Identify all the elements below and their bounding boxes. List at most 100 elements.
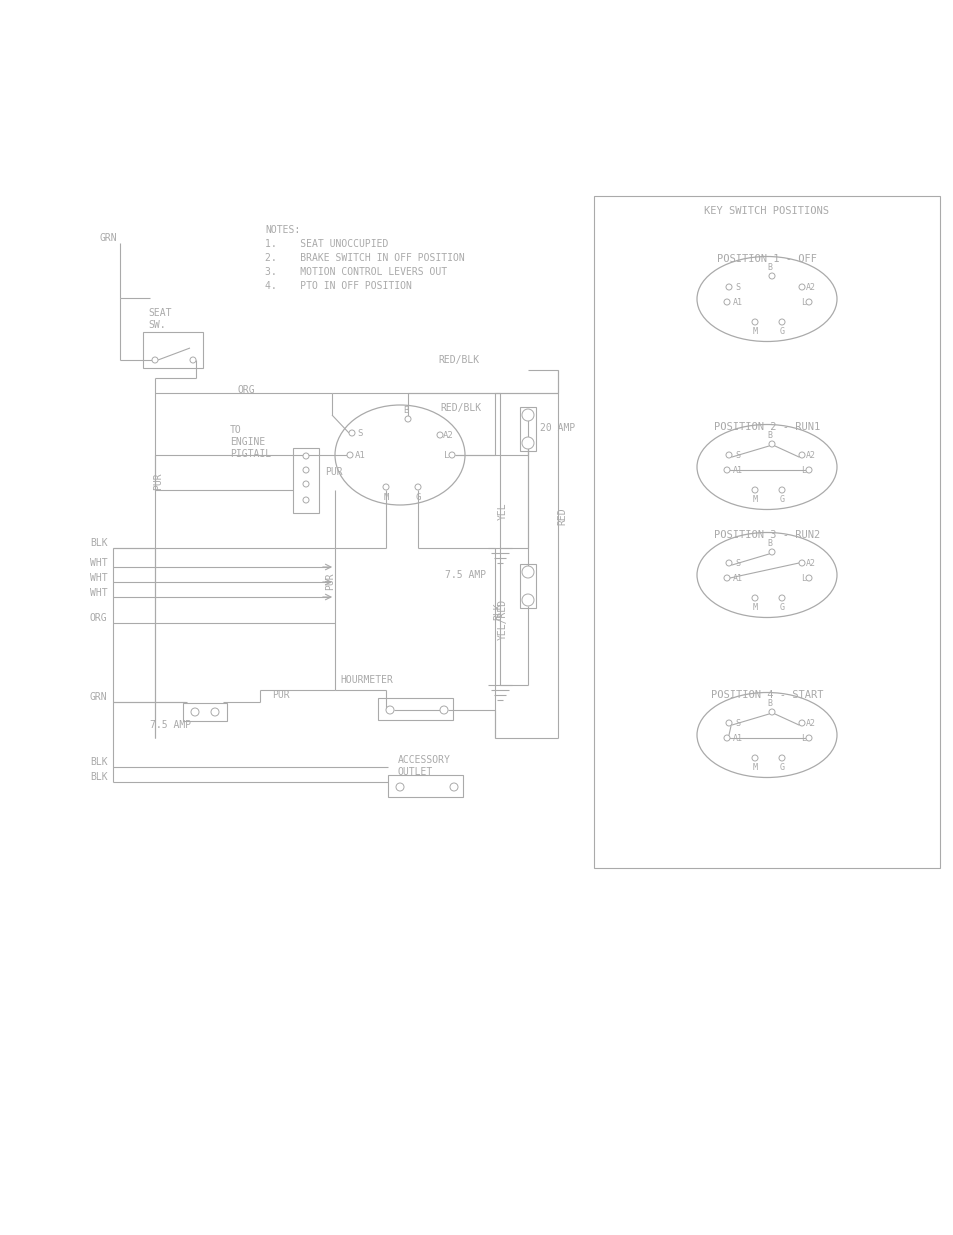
Text: 7.5 AMP: 7.5 AMP <box>150 720 191 730</box>
Bar <box>293 448 318 513</box>
Text: B: B <box>767 431 772 440</box>
Circle shape <box>725 559 731 566</box>
Text: PUR: PUR <box>325 572 335 590</box>
Circle shape <box>382 484 389 490</box>
Text: M: M <box>752 603 757 611</box>
Text: RED/BLK: RED/BLK <box>437 354 478 366</box>
Text: M: M <box>383 493 388 501</box>
Text: M: M <box>752 494 757 504</box>
Circle shape <box>751 595 758 601</box>
Text: WHT: WHT <box>90 573 108 583</box>
Circle shape <box>450 783 457 790</box>
Text: B: B <box>403 405 408 415</box>
Circle shape <box>303 467 309 473</box>
Text: ACCESSORY: ACCESSORY <box>397 755 451 764</box>
Text: S: S <box>734 451 740 459</box>
Text: 7.5 AMP: 7.5 AMP <box>444 571 486 580</box>
Text: 2.    BRAKE SWITCH IN OFF POSITION: 2. BRAKE SWITCH IN OFF POSITION <box>265 253 464 263</box>
Text: PUR: PUR <box>272 690 290 700</box>
Text: 1.    SEAT UNOCCUPIED: 1. SEAT UNOCCUPIED <box>265 240 388 249</box>
Text: A1: A1 <box>732 298 742 306</box>
Circle shape <box>751 487 758 493</box>
Circle shape <box>725 452 731 458</box>
Text: SEAT: SEAT <box>148 308 172 317</box>
Circle shape <box>805 467 811 473</box>
Circle shape <box>191 708 199 716</box>
Text: POSITION 4 - START: POSITION 4 - START <box>710 690 822 700</box>
Circle shape <box>386 706 394 714</box>
Circle shape <box>768 709 774 715</box>
Circle shape <box>779 319 784 325</box>
Text: OUTLET: OUTLET <box>397 767 433 777</box>
Circle shape <box>799 559 804 566</box>
Text: A2: A2 <box>442 431 454 440</box>
Circle shape <box>768 273 774 279</box>
Text: B: B <box>767 538 772 547</box>
Circle shape <box>303 453 309 459</box>
Circle shape <box>723 467 729 473</box>
Text: 20 AMP: 20 AMP <box>539 424 575 433</box>
Circle shape <box>439 706 448 714</box>
Text: B: B <box>767 699 772 708</box>
Text: A2: A2 <box>805 451 815 459</box>
Text: 3.    MOTION CONTROL LEVERS OUT: 3. MOTION CONTROL LEVERS OUT <box>265 267 447 277</box>
Bar <box>377 698 453 720</box>
Circle shape <box>725 720 731 726</box>
Text: B: B <box>767 263 772 272</box>
Circle shape <box>436 432 442 438</box>
Text: PUR: PUR <box>325 467 342 477</box>
Text: L: L <box>801 298 805 306</box>
Circle shape <box>723 735 729 741</box>
Circle shape <box>799 720 804 726</box>
Circle shape <box>805 299 811 305</box>
Circle shape <box>751 755 758 761</box>
Text: L: L <box>801 573 805 583</box>
Text: NOTES:: NOTES: <box>265 225 300 235</box>
Circle shape <box>723 299 729 305</box>
Text: G: G <box>779 326 783 336</box>
Bar <box>388 776 462 797</box>
Circle shape <box>805 576 811 580</box>
Text: A1: A1 <box>732 573 742 583</box>
Text: A2: A2 <box>805 283 815 291</box>
Text: GRN: GRN <box>100 233 117 243</box>
Text: WHT: WHT <box>90 588 108 598</box>
Text: G: G <box>779 494 783 504</box>
Circle shape <box>521 437 534 450</box>
Text: M: M <box>752 762 757 772</box>
Text: POSITION 2 - RUN1: POSITION 2 - RUN1 <box>713 422 820 432</box>
Text: WHT: WHT <box>90 558 108 568</box>
Text: S: S <box>734 283 740 291</box>
Text: A2: A2 <box>805 719 815 727</box>
Circle shape <box>395 783 403 790</box>
Text: GRN: GRN <box>90 692 108 701</box>
Text: A2: A2 <box>805 558 815 568</box>
Circle shape <box>521 409 534 421</box>
Text: ENGINE: ENGINE <box>230 437 265 447</box>
Text: L: L <box>801 466 805 474</box>
Text: G: G <box>779 762 783 772</box>
Text: S: S <box>734 719 740 727</box>
Text: TO: TO <box>230 425 241 435</box>
Circle shape <box>779 595 784 601</box>
Bar <box>143 332 203 368</box>
Text: BLK: BLK <box>90 757 108 767</box>
Circle shape <box>779 487 784 493</box>
Bar <box>519 564 536 608</box>
Circle shape <box>521 566 534 578</box>
Circle shape <box>347 452 353 458</box>
Circle shape <box>805 735 811 741</box>
Circle shape <box>449 452 455 458</box>
Circle shape <box>190 357 195 363</box>
Circle shape <box>521 594 534 606</box>
Text: PUR: PUR <box>152 472 163 490</box>
Text: A1: A1 <box>732 466 742 474</box>
Circle shape <box>211 708 219 716</box>
Text: KEY SWITCH POSITIONS: KEY SWITCH POSITIONS <box>703 206 828 216</box>
Circle shape <box>415 484 420 490</box>
Circle shape <box>751 319 758 325</box>
Bar <box>519 408 536 451</box>
Circle shape <box>799 452 804 458</box>
Text: A1: A1 <box>732 734 742 742</box>
Circle shape <box>303 496 309 503</box>
